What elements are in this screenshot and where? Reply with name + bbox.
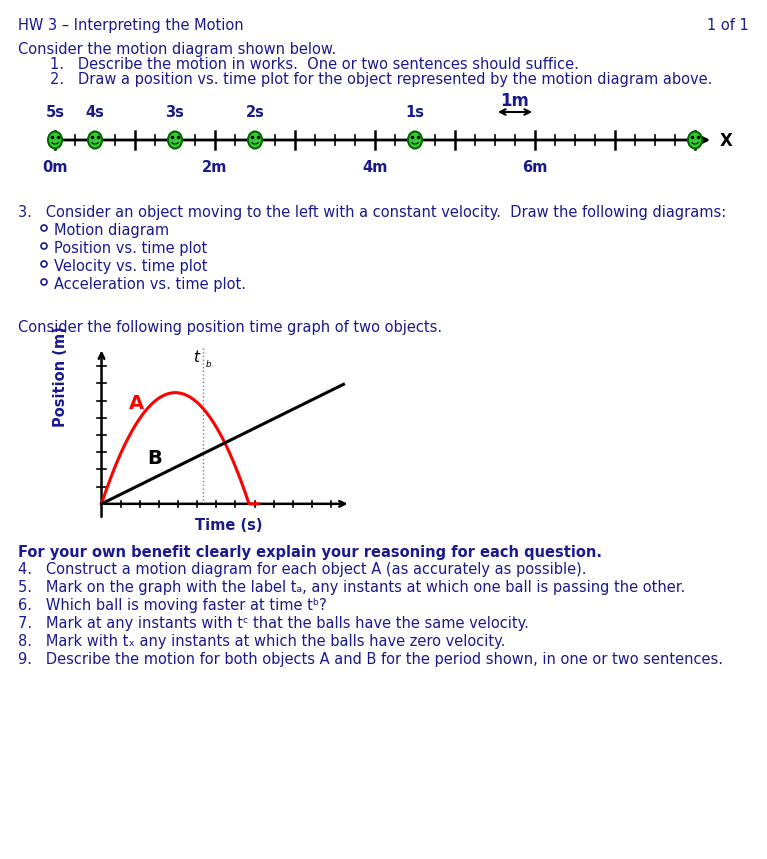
Text: Velocity vs. time plot: Velocity vs. time plot (54, 259, 208, 274)
Text: Position vs. time plot: Position vs. time plot (54, 241, 207, 256)
Text: 4.   Construct a motion diagram for each object A (as accurately as possible).: 4. Construct a motion diagram for each o… (18, 562, 587, 577)
Ellipse shape (688, 131, 702, 149)
Ellipse shape (48, 131, 62, 149)
Ellipse shape (88, 131, 102, 149)
Text: For your own benefit clearly explain your reasoning for each question.: For your own benefit clearly explain you… (18, 545, 602, 560)
Text: 3.   Consider an object moving to the left with a constant velocity.  Draw the f: 3. Consider an object moving to the left… (18, 205, 726, 220)
Ellipse shape (248, 131, 262, 149)
Text: 0m: 0m (42, 160, 67, 175)
Text: 1 of 1: 1 of 1 (707, 18, 749, 33)
Text: B: B (147, 449, 163, 468)
Text: 3s: 3s (166, 105, 184, 120)
Text: 1s: 1s (406, 105, 424, 120)
Ellipse shape (168, 131, 182, 149)
Text: 9.   Describe the motion for both objects A and B for the period shown, in one o: 9. Describe the motion for both objects … (18, 652, 723, 667)
Text: Consider the following position time graph of two objects.: Consider the following position time gra… (18, 320, 442, 335)
Ellipse shape (408, 131, 422, 149)
Text: Motion diagram: Motion diagram (54, 223, 170, 238)
Text: 1m: 1m (501, 92, 529, 110)
Text: Acceleration vs. time plot.: Acceleration vs. time plot. (54, 277, 246, 292)
Text: Position (m): Position (m) (53, 326, 67, 428)
Text: $t$: $t$ (193, 349, 202, 365)
Text: Consider the motion diagram shown below.: Consider the motion diagram shown below. (18, 42, 336, 57)
Text: X: X (720, 132, 733, 150)
Text: 4s: 4s (86, 105, 104, 120)
Text: 6m: 6m (522, 160, 548, 175)
Text: 6.   Which ball is moving faster at time tᵇ?: 6. Which ball is moving faster at time t… (18, 598, 327, 613)
Text: $_b$: $_b$ (205, 356, 212, 369)
Text: 4m: 4m (362, 160, 387, 175)
Text: 8.   Mark with tₓ any instants at which the balls have zero velocity.: 8. Mark with tₓ any instants at which th… (18, 634, 505, 649)
Text: 2m: 2m (202, 160, 228, 175)
Text: 2.   Draw a position vs. time plot for the object represented by the motion diag: 2. Draw a position vs. time plot for the… (50, 72, 713, 87)
Text: Time (s): Time (s) (195, 518, 262, 533)
Text: 7.   Mark at any instants with tᶜ that the balls have the same velocity.: 7. Mark at any instants with tᶜ that the… (18, 616, 529, 631)
Text: A: A (129, 393, 144, 412)
Text: 5s: 5s (45, 105, 64, 120)
Text: 5.   Mark on the graph with the label tₐ, any instants at which one ball is pass: 5. Mark on the graph with the label tₐ, … (18, 580, 685, 595)
Text: 1.   Describe the motion in works.  One or two sentences should suffice.: 1. Describe the motion in works. One or … (50, 57, 579, 72)
Text: HW 3 – Interpreting the Motion: HW 3 – Interpreting the Motion (18, 18, 244, 33)
Text: 2s: 2s (245, 105, 265, 120)
